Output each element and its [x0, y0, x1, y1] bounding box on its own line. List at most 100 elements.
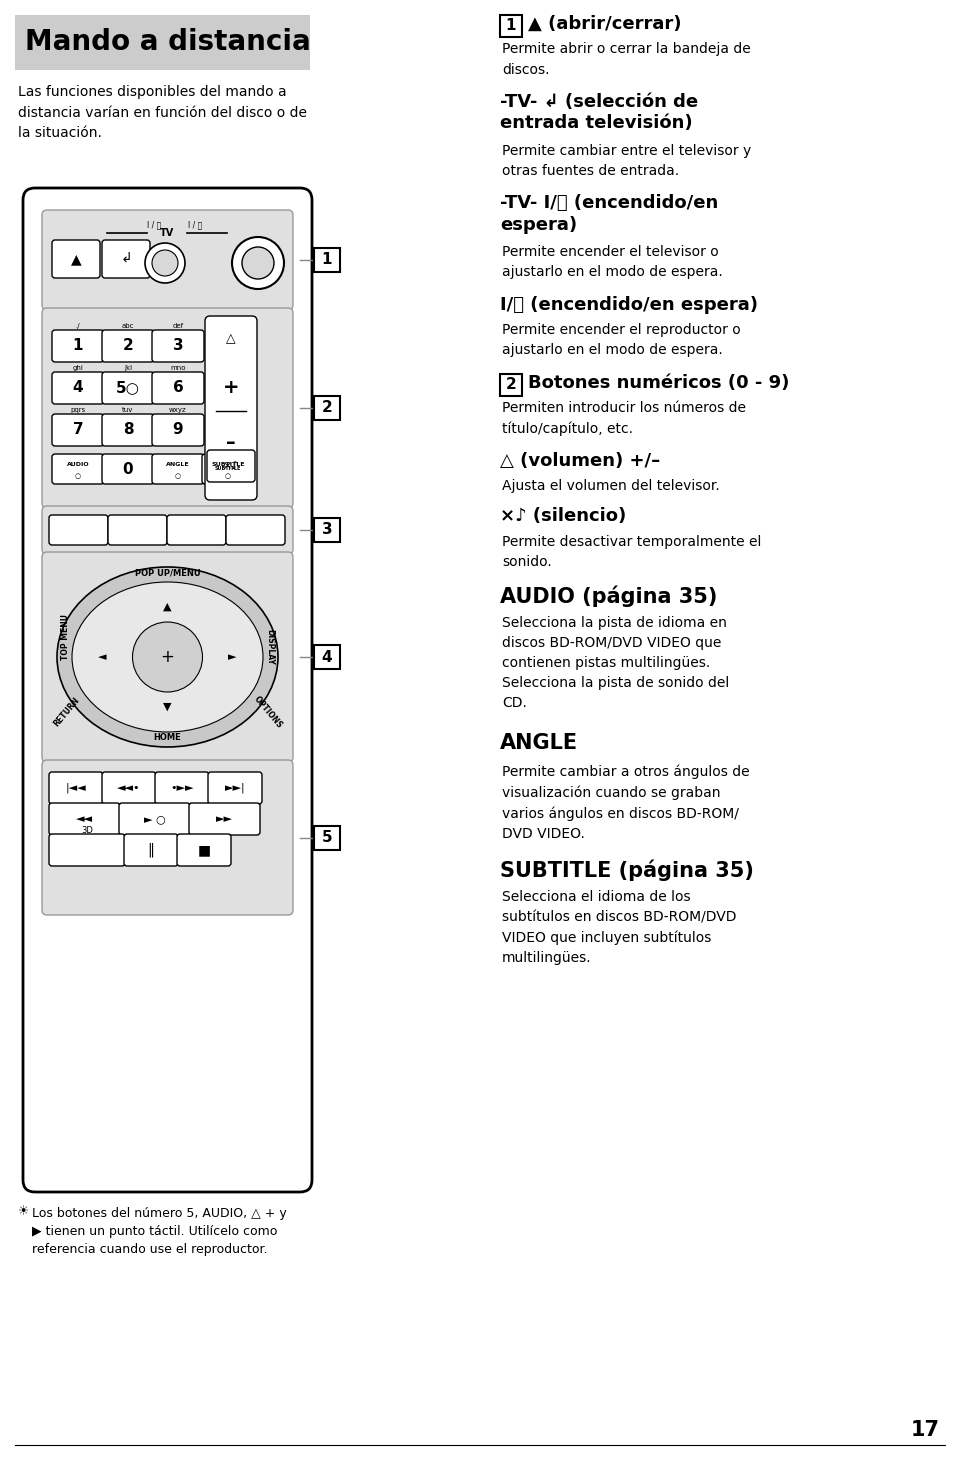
- Text: Las funciones disponibles del mando a
distancia varían en función del disco o de: Las funciones disponibles del mando a di…: [18, 85, 307, 141]
- FancyBboxPatch shape: [42, 507, 293, 553]
- Text: -TV- I/⏻ (encendido/en
espera): -TV- I/⏻ (encendido/en espera): [500, 195, 718, 234]
- Text: Mando a distancia: Mando a distancia: [25, 28, 311, 57]
- Text: 1: 1: [506, 19, 516, 34]
- FancyBboxPatch shape: [207, 449, 255, 482]
- FancyBboxPatch shape: [152, 329, 204, 362]
- FancyBboxPatch shape: [314, 395, 340, 420]
- Text: wxyz: wxyz: [169, 407, 187, 413]
- Text: Los botones del número 5, AUDIO, △ + y
▶ tienen un punto táctil. Utilícelo como
: Los botones del número 5, AUDIO, △ + y ▶…: [32, 1206, 287, 1256]
- FancyBboxPatch shape: [500, 373, 522, 395]
- Text: I / ⏻: I / ⏻: [188, 221, 203, 230]
- FancyBboxPatch shape: [49, 834, 125, 867]
- Ellipse shape: [72, 583, 263, 732]
- Text: 8: 8: [123, 423, 133, 438]
- Circle shape: [232, 237, 284, 288]
- Text: •►►: •►►: [170, 783, 194, 793]
- Text: RETURN: RETURN: [52, 695, 82, 729]
- FancyBboxPatch shape: [314, 826, 340, 849]
- Text: Permite abrir o cerrar la bandeja de
discos.: Permite abrir o cerrar la bandeja de dis…: [502, 42, 751, 76]
- Text: I/⏻ (encendido/en espera): I/⏻ (encendido/en espera): [500, 296, 758, 313]
- Text: SUBTITLE (página 35): SUBTITLE (página 35): [500, 859, 754, 881]
- FancyBboxPatch shape: [314, 518, 340, 542]
- Text: Botones numéricos (0 - 9): Botones numéricos (0 - 9): [528, 373, 789, 391]
- Text: ○: ○: [175, 473, 181, 479]
- Text: ▲: ▲: [163, 602, 172, 612]
- Text: ▲: ▲: [71, 252, 82, 266]
- Text: AUDIO: AUDIO: [66, 463, 89, 467]
- Text: ►►: ►►: [216, 814, 233, 824]
- Text: 7: 7: [73, 423, 84, 438]
- Text: SUBTITLE: SUBTITLE: [215, 467, 241, 471]
- Text: 4: 4: [73, 381, 84, 395]
- Text: ANGLE: ANGLE: [166, 463, 190, 467]
- Text: pqrs: pqrs: [70, 407, 85, 413]
- Text: SUBTITLE: SUBTITLE: [211, 463, 245, 467]
- FancyBboxPatch shape: [314, 247, 340, 272]
- Circle shape: [152, 250, 178, 277]
- Text: 0: 0: [123, 461, 133, 476]
- Text: ▲ (abrir/cerrar): ▲ (abrir/cerrar): [528, 15, 682, 34]
- Text: Permite desactivar temporalmente el
sonido.: Permite desactivar temporalmente el soni…: [502, 534, 761, 568]
- Text: jkl: jkl: [124, 365, 132, 370]
- Text: tuv: tuv: [122, 407, 133, 413]
- Text: POP UP/MENU: POP UP/MENU: [134, 569, 201, 578]
- FancyBboxPatch shape: [102, 372, 154, 404]
- Text: ■: ■: [198, 843, 210, 856]
- Text: HOME: HOME: [154, 733, 181, 742]
- Text: 1: 1: [322, 252, 332, 268]
- Text: 4: 4: [322, 650, 332, 665]
- Text: ⨯♪: ⨯♪: [223, 461, 239, 471]
- Text: ►: ►: [228, 651, 237, 662]
- FancyBboxPatch shape: [52, 372, 104, 404]
- Text: Permite encender el reproductor o
ajustarlo en el modo de espera.: Permite encender el reproductor o ajusta…: [502, 324, 741, 357]
- FancyBboxPatch shape: [49, 515, 108, 545]
- Circle shape: [145, 243, 185, 283]
- Text: △ (volumen) +/–: △ (volumen) +/–: [500, 451, 660, 470]
- FancyBboxPatch shape: [119, 802, 190, 834]
- Text: 2: 2: [123, 338, 133, 353]
- FancyBboxPatch shape: [23, 187, 312, 1192]
- FancyBboxPatch shape: [500, 15, 522, 37]
- FancyBboxPatch shape: [42, 209, 293, 310]
- Text: 3D: 3D: [81, 826, 93, 834]
- FancyBboxPatch shape: [124, 834, 178, 867]
- FancyBboxPatch shape: [102, 329, 154, 362]
- Text: Permite encender el televisor o
ajustarlo en el modo de espera.: Permite encender el televisor o ajustarl…: [502, 246, 723, 280]
- FancyBboxPatch shape: [155, 772, 209, 804]
- Text: ○: ○: [75, 473, 81, 479]
- Text: 17: 17: [911, 1420, 940, 1441]
- FancyBboxPatch shape: [189, 802, 260, 834]
- Text: ◄◄•: ◄◄•: [117, 783, 141, 793]
- Text: 3: 3: [173, 338, 183, 353]
- Ellipse shape: [57, 567, 278, 747]
- Text: ☀: ☀: [18, 1205, 29, 1218]
- FancyBboxPatch shape: [42, 552, 293, 761]
- Text: –: –: [227, 433, 236, 452]
- FancyBboxPatch shape: [102, 240, 150, 278]
- Text: 5○: 5○: [116, 381, 140, 395]
- FancyBboxPatch shape: [102, 414, 154, 447]
- Text: △: △: [227, 332, 236, 346]
- FancyBboxPatch shape: [52, 329, 104, 362]
- Text: 2: 2: [506, 378, 516, 392]
- FancyBboxPatch shape: [15, 15, 310, 70]
- Text: ► ○: ► ○: [144, 814, 165, 824]
- FancyBboxPatch shape: [152, 414, 204, 447]
- Text: mno: mno: [170, 365, 185, 370]
- Circle shape: [132, 622, 203, 692]
- Text: ○: ○: [225, 473, 231, 479]
- FancyBboxPatch shape: [49, 772, 103, 804]
- Text: Ajusta el volumen del televisor.: Ajusta el volumen del televisor.: [502, 479, 720, 493]
- Text: +: +: [160, 649, 175, 666]
- Text: Permiten introducir los números de
título/capítulo, etc.: Permiten introducir los números de títul…: [502, 401, 746, 436]
- FancyBboxPatch shape: [205, 316, 257, 501]
- Circle shape: [242, 247, 274, 280]
- FancyBboxPatch shape: [52, 240, 100, 278]
- Text: 5: 5: [322, 830, 332, 845]
- FancyBboxPatch shape: [152, 372, 204, 404]
- Text: ▼: ▼: [163, 703, 172, 712]
- Text: abc: abc: [122, 324, 134, 329]
- Text: |◄◄: |◄◄: [65, 783, 86, 793]
- Text: 6: 6: [173, 381, 183, 395]
- FancyBboxPatch shape: [49, 802, 120, 834]
